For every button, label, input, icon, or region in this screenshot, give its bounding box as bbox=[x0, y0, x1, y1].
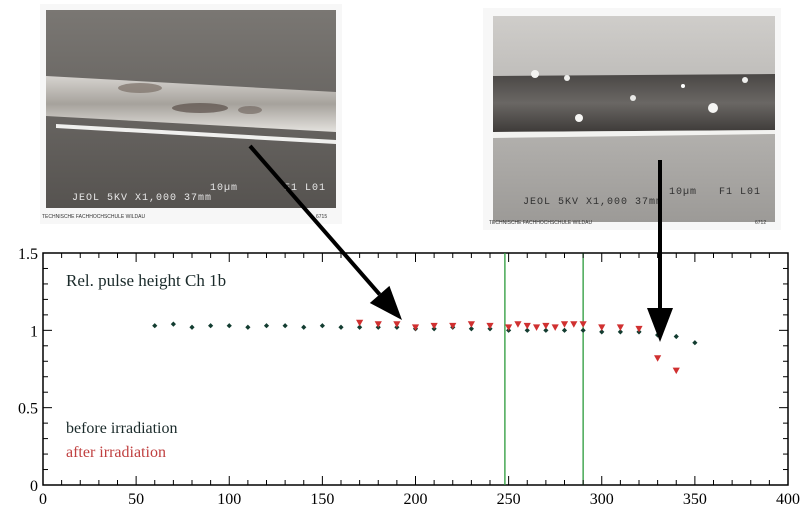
photo-number: 6712 bbox=[755, 220, 767, 226]
point-before bbox=[263, 323, 270, 329]
sem-info-label: JEOL 5KV X1,000 37mm bbox=[523, 197, 663, 208]
axis-tick-labels: 0 50 100 150 200 250 300 350 400 0 0.5 1 1.5 bbox=[18, 246, 800, 508]
point-before bbox=[282, 323, 288, 329]
sem-image-after: JEOL 5KV X1,000 37mm 10µm F1 L01 TECHNIS… bbox=[483, 8, 781, 230]
sem-id-label: F1 L01 bbox=[719, 187, 761, 198]
point-after bbox=[486, 322, 494, 330]
point-after bbox=[579, 321, 587, 328]
x-tick-label: 150 bbox=[310, 491, 334, 508]
x-tick-label: 300 bbox=[590, 491, 614, 508]
point-after bbox=[598, 324, 606, 331]
point-before bbox=[524, 327, 530, 333]
point-after bbox=[635, 325, 643, 333]
point-after bbox=[430, 322, 438, 330]
y-tick-label: 1 bbox=[30, 323, 38, 340]
point-after bbox=[356, 319, 364, 327]
point-after bbox=[560, 321, 569, 328]
point-after bbox=[449, 322, 457, 330]
point-before bbox=[655, 332, 661, 338]
chart-title: Rel. pulse height Ch 1b bbox=[66, 271, 226, 290]
point-before bbox=[189, 324, 195, 330]
photo-caption: TECHNISCHE FACHHOCHSCHULE WILDAU bbox=[42, 214, 146, 220]
point-after bbox=[411, 324, 420, 331]
point-after bbox=[542, 322, 550, 330]
point-after bbox=[514, 321, 522, 328]
y-tick-label: 1.5 bbox=[18, 246, 38, 263]
point-before bbox=[468, 326, 474, 332]
arrowhead bbox=[647, 308, 673, 342]
point-before bbox=[245, 324, 251, 330]
vertical-lines bbox=[504, 253, 584, 485]
point-after bbox=[551, 324, 559, 331]
point-after bbox=[616, 324, 624, 331]
point-after bbox=[467, 321, 475, 328]
point-before bbox=[692, 340, 698, 346]
point-after bbox=[374, 321, 382, 328]
plot-border bbox=[42, 252, 789, 486]
point-before bbox=[412, 326, 419, 332]
x-tick-label: 200 bbox=[404, 491, 428, 508]
point-after bbox=[672, 367, 680, 375]
point-after bbox=[570, 321, 578, 328]
plot-frame bbox=[42, 252, 789, 486]
point-after bbox=[523, 322, 531, 330]
point-after bbox=[393, 321, 401, 328]
data-points bbox=[152, 319, 698, 375]
arrowhead bbox=[369, 285, 402, 320]
point-before bbox=[561, 327, 568, 333]
point-before bbox=[394, 324, 400, 330]
sem-scale-label: 10µm bbox=[669, 187, 697, 198]
sem-info-label: JEOL 5KV X1,000 37mm bbox=[72, 193, 212, 204]
point-after bbox=[505, 324, 513, 331]
point-before bbox=[375, 324, 381, 330]
point-before bbox=[580, 327, 586, 333]
photo-caption: TECHNISCHE FACHHOCHSCHULE WILDAU bbox=[489, 220, 593, 226]
point-before bbox=[357, 324, 363, 330]
point-before bbox=[636, 329, 642, 335]
x-tick-label: 100 bbox=[217, 491, 241, 508]
x-tick-label: 350 bbox=[683, 491, 707, 508]
x-tick-label: 400 bbox=[776, 491, 800, 508]
x-tick-label: 0 bbox=[39, 491, 47, 508]
x-tick-label: 250 bbox=[497, 491, 521, 508]
point-before bbox=[450, 324, 456, 330]
sem-micrograph-2: JEOL 5KV X1,000 37mm 10µm F1 L01 bbox=[493, 16, 775, 222]
point-before bbox=[152, 323, 158, 329]
point-before bbox=[208, 323, 214, 329]
point-before bbox=[617, 329, 623, 335]
point-before bbox=[431, 326, 437, 332]
point-before bbox=[506, 327, 512, 333]
sem-micrograph-1: JEOL 5KV X1,000 37mm 10µm F1 L01 bbox=[46, 10, 336, 208]
point-before bbox=[319, 323, 325, 329]
x-tick-label: 50 bbox=[128, 491, 144, 508]
point-before bbox=[226, 323, 232, 329]
sem-scale-label: 10µm bbox=[210, 183, 238, 194]
photo-number: 6715 bbox=[316, 214, 328, 220]
point-before bbox=[170, 321, 176, 327]
point-after bbox=[532, 324, 541, 331]
point-before bbox=[487, 326, 493, 332]
sem-image-before: JEOL 5KV X1,000 37mm 10µm F1 L01 TECHNIS… bbox=[40, 4, 342, 224]
y-tick-label: 0 bbox=[30, 478, 38, 495]
sem-id-label: F1 L01 bbox=[284, 183, 326, 194]
y-tick-label: 0.5 bbox=[18, 401, 38, 418]
point-after bbox=[654, 355, 662, 362]
point-before bbox=[543, 327, 549, 333]
legend-before: before irradiation bbox=[66, 420, 178, 437]
point-before bbox=[301, 324, 307, 330]
point-before bbox=[338, 324, 344, 330]
legend-after: after irradiation bbox=[66, 444, 166, 461]
axis-ticks bbox=[42, 252, 789, 486]
point-before bbox=[673, 333, 679, 340]
point-before bbox=[599, 329, 605, 335]
